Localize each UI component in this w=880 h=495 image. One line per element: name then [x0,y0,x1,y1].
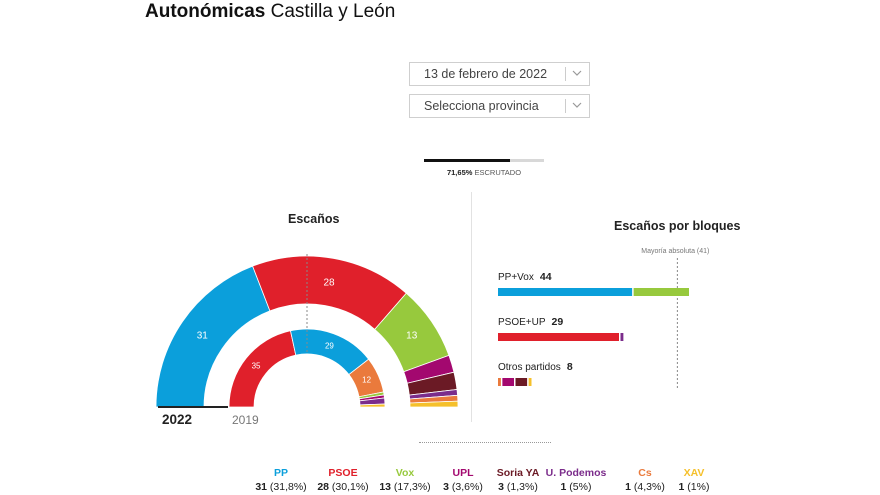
legend-party-name: PP [273,467,288,479]
blocks-bar-chart: Mayoría absoluta (41) PP+Vox 44 PSOE+UP 29 Ot… [498,248,709,388]
scrutiny-progress-fill [424,159,510,162]
block-segment-soria-ya [515,378,528,386]
legend-item-soria-ya: Soria YA 3 (1,3%) [478,467,558,493]
seat-label-2019-pp: 29 [325,341,334,350]
legend-seat-count: 3 [443,481,449,493]
chevron-down-icon [572,102,582,108]
legend-party-name: U. Podemos [545,467,607,479]
legend-party-name: Soria YA [496,467,540,479]
legend-seats: 1 (1%) [654,481,734,493]
slice-2019-xav [359,403,386,408]
majority-label: Mayoría absoluta (41) [641,248,709,255]
slice-2022-psoe [252,255,407,330]
block-label: PSOE+UP [498,317,546,328]
seat-label-2019-psoe: 35 [252,362,261,371]
title-region: Castilla y León [270,1,396,22]
year-2022-label[interactable]: 2022 [162,412,193,427]
legend-seats: 31 (31,8%) [241,481,321,493]
date-select[interactable]: 13 de febrero de 2022 [409,62,590,86]
legend-seat-count: 1 [560,481,567,493]
slice-2019-psoe [228,330,297,408]
legend-party-name: UPL [452,467,474,479]
legend-divider [419,442,551,443]
province-select-value: Selecciona provincia [424,99,539,113]
block-segment-xav [528,378,532,386]
legend-percent: (1%) [684,481,710,493]
block-segment-psoe [498,333,619,341]
legend-percent: (1,3%) [504,481,538,493]
section-divider [471,192,472,422]
block-segment-cs [498,378,501,386]
legend-percent: (5%) [566,481,592,493]
legend-seat-count: 1 [678,481,685,493]
blocks-title: Escaños por bloques [614,219,741,233]
legend-seat-count: 1 [625,481,631,493]
seat-label-2019-cs: 12 [362,376,371,385]
seat-label-2022-vox: 13 [406,331,418,342]
seat-label-2022-other: 4 [150,250,153,253]
legend-percent: (4,3%) [631,481,665,493]
legend-party-name: PSOE [328,467,358,479]
seats-title: Escaños [288,212,340,226]
legend-seat-count: 31 [255,481,267,493]
slice-2022-xav [409,400,459,408]
legend-seats: 3 (3,6%) [423,481,503,493]
legend-seats: 3 (1,3%) [478,481,558,493]
block-segment-pp [498,288,633,296]
page-title: Autonómicas Castilla y León [145,1,395,23]
title-bold: Autonómicas [145,1,266,22]
block-segment-u-podemos [620,333,624,341]
legend-party-name: Cs [638,467,652,479]
legend-percent: (3,6%) [449,481,483,493]
seat-label-2022-psoe: 28 [323,277,335,288]
legend-seats: 1 (5%) [536,481,616,493]
block-total: 44 [540,271,552,283]
select-separator [565,99,566,113]
scrutiny-percent: 71,65% [446,168,473,177]
legend-item-u-podemos: U. Podemos 1 (5%) [536,467,616,493]
scrutiny-label: 71,65% ESCRUTADO [424,168,544,177]
block-label: Otros partidos [498,362,561,373]
select-separator [565,67,566,81]
block-total: 29 [552,316,564,328]
province-select[interactable]: Selecciona provincia [409,94,590,118]
seats-hemicycle-chart: 31 28 13 4 35 29 12 [150,250,459,408]
legend-seats: 1 (4,3%) [605,481,685,493]
legend-seats: 28 (30,1%) [303,481,383,493]
legend-percent: (31,8%) [267,481,307,493]
year-active-underline [158,406,228,408]
legend-item-upl: UPL 3 (3,6%) [423,467,503,493]
slice-2019-pp [290,328,370,376]
scrutiny-text: ESCRUTADO [474,168,522,177]
legend-item-cs: Cs 1 (4,3%) [605,467,685,493]
block-segment-upl [502,378,514,386]
scrutiny-progress-bar [424,159,544,162]
date-select-value: 13 de febrero de 2022 [424,67,548,81]
legend-item-psoe: PSOE 28 (30,1%) [303,467,383,493]
year-2019-label[interactable]: 2019 [232,413,259,427]
legend-seat-count: 3 [498,481,504,493]
legend-item-pp: PP 31 (31,8%) [241,467,321,493]
legend-item-vox: Vox 13 (17,3%) [365,467,445,493]
chevron-down-icon [572,70,582,76]
legend-item-xav: XAV 1 (1%) [654,467,734,493]
legend-percent: (17,3%) [391,481,431,493]
legend-seats: 13 (17,3%) [365,481,445,493]
legend-percent: (30,1%) [329,481,369,493]
block-label: PP+Vox [498,272,534,283]
legend-seat-count: 28 [317,481,329,493]
legend-seat-count: 13 [379,481,391,493]
seat-label-2022-pp: 31 [197,331,209,342]
legend-party-name: XAV [683,467,705,479]
block-segment-vox [633,288,689,296]
block-total: 8 [567,361,573,373]
legend-party-name: Vox [395,467,415,479]
